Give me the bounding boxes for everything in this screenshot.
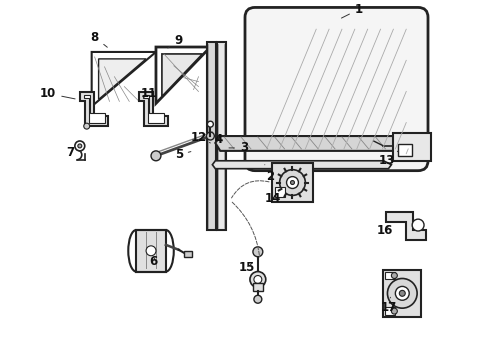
Text: 3: 3 xyxy=(229,141,248,154)
Bar xyxy=(253,283,263,291)
Polygon shape xyxy=(387,212,426,240)
Circle shape xyxy=(206,132,214,140)
Polygon shape xyxy=(162,54,202,96)
Polygon shape xyxy=(84,95,104,123)
Circle shape xyxy=(78,144,82,148)
Text: 9: 9 xyxy=(168,33,183,48)
Polygon shape xyxy=(215,136,398,151)
Polygon shape xyxy=(156,47,210,103)
Circle shape xyxy=(253,247,263,257)
Circle shape xyxy=(254,275,262,283)
Text: 8: 8 xyxy=(91,31,107,47)
Circle shape xyxy=(392,308,397,314)
Bar xyxy=(386,271,395,279)
Circle shape xyxy=(287,177,298,189)
Circle shape xyxy=(250,271,266,287)
Polygon shape xyxy=(98,59,146,99)
Text: 12: 12 xyxy=(191,131,210,144)
Circle shape xyxy=(84,123,90,129)
Bar xyxy=(384,270,421,317)
Text: 15: 15 xyxy=(239,261,255,274)
Text: 5: 5 xyxy=(174,148,191,161)
Circle shape xyxy=(146,246,156,256)
Bar xyxy=(393,133,431,161)
Circle shape xyxy=(395,287,409,300)
Text: 6: 6 xyxy=(149,255,157,268)
Circle shape xyxy=(392,273,397,279)
Text: 1: 1 xyxy=(342,3,363,18)
Circle shape xyxy=(207,121,213,127)
Bar xyxy=(136,230,166,271)
Text: 13: 13 xyxy=(378,151,398,167)
Text: 11: 11 xyxy=(141,87,157,100)
Text: 7: 7 xyxy=(66,147,82,159)
Circle shape xyxy=(75,141,85,151)
Bar xyxy=(217,42,226,230)
Circle shape xyxy=(388,279,417,308)
FancyBboxPatch shape xyxy=(245,8,428,171)
Polygon shape xyxy=(80,91,108,126)
Text: 2: 2 xyxy=(265,165,274,183)
Bar xyxy=(272,163,313,202)
Circle shape xyxy=(412,219,424,231)
Bar xyxy=(386,307,395,315)
Text: 16: 16 xyxy=(376,224,392,237)
Bar xyxy=(207,42,216,230)
Text: 14: 14 xyxy=(265,192,281,205)
Circle shape xyxy=(151,151,161,161)
Text: 10: 10 xyxy=(40,87,75,100)
Circle shape xyxy=(254,295,262,303)
Circle shape xyxy=(399,291,405,296)
Text: 17: 17 xyxy=(380,297,396,314)
Polygon shape xyxy=(92,52,156,106)
Polygon shape xyxy=(139,91,168,126)
Bar xyxy=(398,144,412,156)
Bar xyxy=(275,188,285,197)
Polygon shape xyxy=(143,95,164,123)
Bar xyxy=(184,251,192,257)
Text: 4: 4 xyxy=(214,132,222,145)
Circle shape xyxy=(291,181,294,185)
Polygon shape xyxy=(212,161,392,169)
Circle shape xyxy=(280,170,305,195)
